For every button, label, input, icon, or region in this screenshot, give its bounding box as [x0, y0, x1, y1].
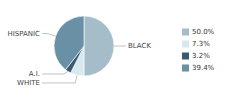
leader-line	[42, 75, 77, 83]
legend-swatch	[182, 29, 189, 36]
leader-line	[42, 34, 56, 37]
legend-swatch	[182, 41, 189, 48]
slice-label: A.I.	[29, 70, 40, 78]
slices	[54, 16, 114, 76]
leader-line	[114, 46, 126, 47]
leader-line	[42, 71, 68, 74]
legend-label: 50.0%	[192, 28, 215, 36]
legend: 50.0% 7.3% 3.2% 39.4%	[182, 28, 215, 72]
legend-label: 39.4%	[192, 64, 215, 72]
legend-swatch	[182, 53, 189, 60]
slice-label: BLACK	[128, 42, 151, 50]
slice-label: HISPANIC	[7, 30, 40, 38]
slice-labels: BLACK WHITEA.I. HISPANIC	[7, 30, 151, 87]
legend-label: 3.2%	[192, 52, 210, 60]
pie-slice	[84, 16, 114, 76]
pie-slice	[54, 16, 84, 70]
legend-swatch	[182, 65, 189, 72]
legend-label: 7.3%	[192, 40, 210, 48]
chart: BLACK WHITEA.I. HISPANIC 50.0% 7.3% 3.2% 39.4%	[0, 0, 240, 100]
slice-label: WHITE	[17, 79, 40, 87]
